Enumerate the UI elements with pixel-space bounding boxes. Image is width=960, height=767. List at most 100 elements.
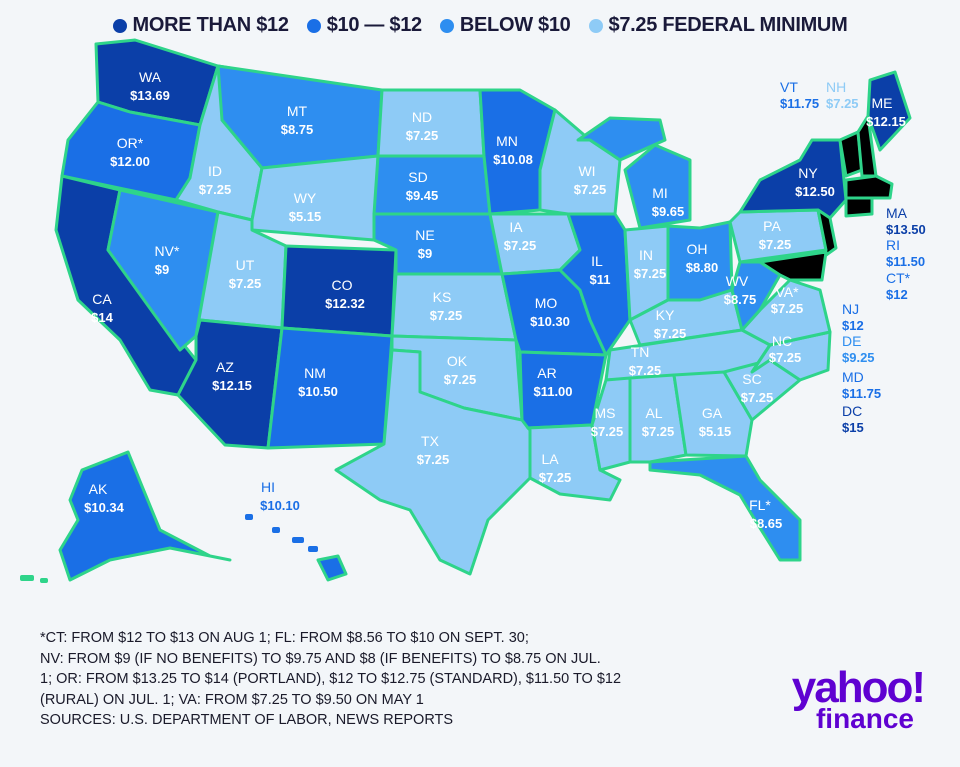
label-MT-value: $8.75 xyxy=(281,122,314,137)
label-WI-code: WI xyxy=(578,163,595,179)
label-ME-value: $12.15 xyxy=(866,114,906,129)
label-FL-value: $8.65 xyxy=(750,516,783,531)
legend-item-federal-minimum: $7.25 FEDERAL MINIMUM xyxy=(588,14,848,37)
label-AL-code: AL xyxy=(645,405,662,421)
legend-label: $10 — $12 xyxy=(326,14,422,36)
label-IN-value: $7.25 xyxy=(634,266,667,281)
label-MO-value: $10.30 xyxy=(530,314,570,329)
label-OR-value: $12.00 xyxy=(110,154,150,169)
label-IL-code: IL xyxy=(591,253,603,269)
hawaii-island xyxy=(308,546,318,552)
state-TX[interactable] xyxy=(334,348,532,576)
label-TN-value: $7.25 xyxy=(629,363,662,378)
label-IA-code: IA xyxy=(509,219,523,235)
state-MD[interactable] xyxy=(758,250,828,282)
label-TX-code: TX xyxy=(421,433,440,449)
label-ND-value: $7.25 xyxy=(406,128,439,143)
label-IL-value: $11 xyxy=(590,272,611,287)
state-NJ[interactable] xyxy=(816,208,838,260)
label-HI-value: $10.10 xyxy=(260,498,300,513)
label-GA-value: $5.15 xyxy=(699,424,732,439)
state-NY[interactable] xyxy=(738,138,848,220)
state-CT[interactable] xyxy=(844,196,874,218)
state-MI-UP[interactable] xyxy=(576,116,667,162)
state-IL[interactable] xyxy=(558,212,632,357)
label-NJ-value: $12 xyxy=(842,318,864,333)
alaska-island xyxy=(40,578,48,583)
label-AL-value: $7.25 xyxy=(642,424,675,439)
hawaii-islands xyxy=(245,514,318,552)
state-ME[interactable] xyxy=(866,70,912,152)
state-AK[interactable] xyxy=(58,450,232,582)
state-WI[interactable] xyxy=(538,108,622,216)
state-KS[interactable] xyxy=(390,272,518,342)
label-RI-value: $11.50 xyxy=(886,254,925,269)
label-WV-value: $8.75 xyxy=(724,292,757,307)
alaska-islands xyxy=(20,575,48,583)
label-GA-code: GA xyxy=(702,405,723,421)
label-AZ-value: $12.15 xyxy=(212,378,252,393)
label-AK-code: AK xyxy=(89,481,108,497)
label-VT-code: VT xyxy=(780,79,798,95)
label-AR-code: AR xyxy=(537,365,556,381)
label-TX-value: $7.25 xyxy=(417,452,450,467)
label-ME-code: ME xyxy=(872,95,893,111)
label-NC-value: $7.25 xyxy=(769,350,802,365)
state-SD[interactable] xyxy=(372,154,492,216)
label-NE-value: $9 xyxy=(418,246,432,261)
footnotes: *CT: FROM $12 TO $13 ON AUG 1; FL: FROM … xyxy=(40,628,660,731)
label-NH-value: $7.25 xyxy=(826,96,859,111)
footnote-line: 1; OR: FROM $13.25 TO $14 (PORTLAND), $1… xyxy=(40,671,622,687)
label-ID-value: $7.25 xyxy=(199,182,232,197)
label-TN-code: TN xyxy=(631,344,650,360)
logo-yahoo: yahoo! xyxy=(791,663,926,712)
footnote-line: (RURAL) ON JUL. 1; VA: FROM $7.25 TO $9.… xyxy=(40,691,424,708)
label-KS-code: KS xyxy=(433,289,452,305)
state-MA[interactable] xyxy=(844,174,894,200)
small-state-labels: VT $11.75 NH $7.25 MA $13.50 RI $11.50 C… xyxy=(780,79,926,435)
label-NH-code: NH xyxy=(826,79,846,95)
state-WY[interactable] xyxy=(250,154,380,242)
hawaii-island xyxy=(245,514,253,520)
state-FL[interactable] xyxy=(648,454,802,562)
state-AL[interactable] xyxy=(628,373,688,464)
label-NM-code: NM xyxy=(304,365,326,381)
label-NY-code: NY xyxy=(798,165,818,181)
label-KY-value: $7.25 xyxy=(654,326,687,341)
label-MD-code: MD xyxy=(842,369,864,385)
label-WV-code: WV xyxy=(726,273,749,289)
label-MS-code: MS xyxy=(595,405,616,421)
label-MI-code: MI xyxy=(652,185,668,201)
label-DC-code: DC xyxy=(842,403,862,419)
label-NV-value: $9 xyxy=(155,262,169,277)
state-MS[interactable] xyxy=(590,376,632,472)
label-MS-value: $7.25 xyxy=(591,424,624,439)
label-MT-code: MT xyxy=(287,103,308,119)
legend-label: $7.25 FEDERAL MINIMUM xyxy=(608,14,848,36)
state-HI[interactable] xyxy=(316,554,348,582)
state-GA[interactable] xyxy=(672,370,754,458)
label-SD-code: SD xyxy=(408,169,427,185)
label-SC-code: SC xyxy=(742,371,761,387)
label-SC-value: $7.25 xyxy=(741,390,774,405)
label-NV-code: NV* xyxy=(155,243,180,259)
label-WI-value: $7.25 xyxy=(574,182,607,197)
label-MA-code: MA xyxy=(886,205,908,221)
label-UT-code: UT xyxy=(236,257,255,273)
label-NJ-code: NJ xyxy=(842,301,859,317)
label-VA-value: $7.25 xyxy=(771,301,804,316)
label-ND-code: ND xyxy=(412,109,432,125)
label-UT-value: $7.25 xyxy=(229,276,262,291)
label-CO-code: CO xyxy=(332,277,353,293)
label-KS-value: $7.25 xyxy=(430,308,463,323)
alaska-island xyxy=(20,575,34,581)
footnote-line: *CT: FROM $12 TO $13 ON AUG 1; FL: FROM … xyxy=(40,630,529,646)
label-WA-code: WA xyxy=(139,69,162,85)
label-AR-value: $11.00 xyxy=(533,384,572,399)
legend-swatch xyxy=(306,18,321,33)
label-CO-value: $12.32 xyxy=(325,296,365,311)
legend-label: BELOW $10 xyxy=(459,14,571,36)
label-OK-code: OK xyxy=(447,353,468,369)
state-MI[interactable] xyxy=(623,143,692,230)
label-OH-value: $8.80 xyxy=(686,260,719,275)
